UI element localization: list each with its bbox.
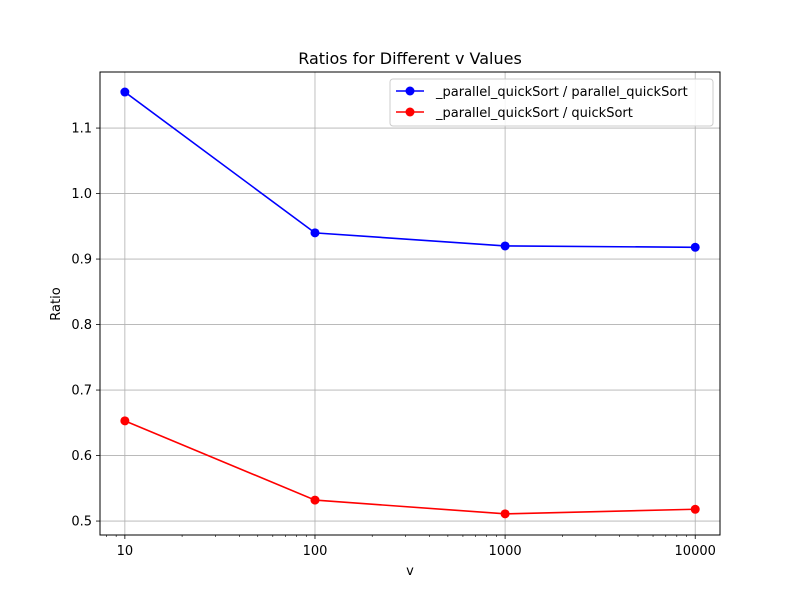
x-axis-label: v	[406, 564, 414, 579]
series-1-point	[500, 241, 510, 251]
series-1-point	[310, 228, 320, 238]
chart-title: Ratios for Different v Values	[298, 49, 522, 68]
legend-marker-series-1	[405, 86, 415, 96]
y-tick-label: 0.9	[71, 253, 92, 268]
x-grid	[124, 72, 696, 535]
x-tick-label: 10000	[675, 544, 716, 559]
x-axis-ticks: 10 100 1000 10000	[106, 535, 716, 559]
y-tick-label: 0.7	[71, 384, 92, 399]
series-1-point	[120, 87, 130, 97]
series-2-line	[124, 420, 696, 515]
series-1-line	[124, 91, 696, 249]
y-tick-label: 1.0	[71, 187, 92, 202]
y-tick-label: 1.1	[71, 122, 92, 137]
legend-label-series-1: _parallel_quickSort / parallel_quickSort	[435, 85, 688, 100]
y-tick-label: 0.5	[71, 515, 92, 530]
series-1-point	[690, 242, 700, 252]
legend-marker-series-2	[405, 107, 415, 117]
legend-box	[389, 78, 714, 127]
x-tick-label: 100	[303, 544, 328, 559]
series-2-point	[500, 509, 510, 519]
y-tick-label: 0.6	[71, 449, 92, 464]
y-tick-label: 0.8	[71, 318, 92, 333]
x-tick-label: 10	[117, 544, 134, 559]
y-axis-ticks: 0.5 0.6 0.7 0.8 0.9 1.0 1.1	[71, 122, 100, 530]
x-tick-label: 1000	[489, 544, 522, 559]
plot-frame	[99, 71, 721, 536]
y-axis-label: Ratio	[49, 287, 64, 320]
series-layer	[120, 87, 700, 519]
legend-label-series-2: _parallel_quickSort / quickSort	[435, 106, 633, 121]
series-2-point	[310, 495, 320, 505]
series-2-point	[690, 504, 700, 514]
y-grid	[100, 127, 720, 522]
legend: _parallel_quickSort / parallel_quickSort…	[389, 78, 714, 127]
series-2-point	[120, 416, 130, 426]
